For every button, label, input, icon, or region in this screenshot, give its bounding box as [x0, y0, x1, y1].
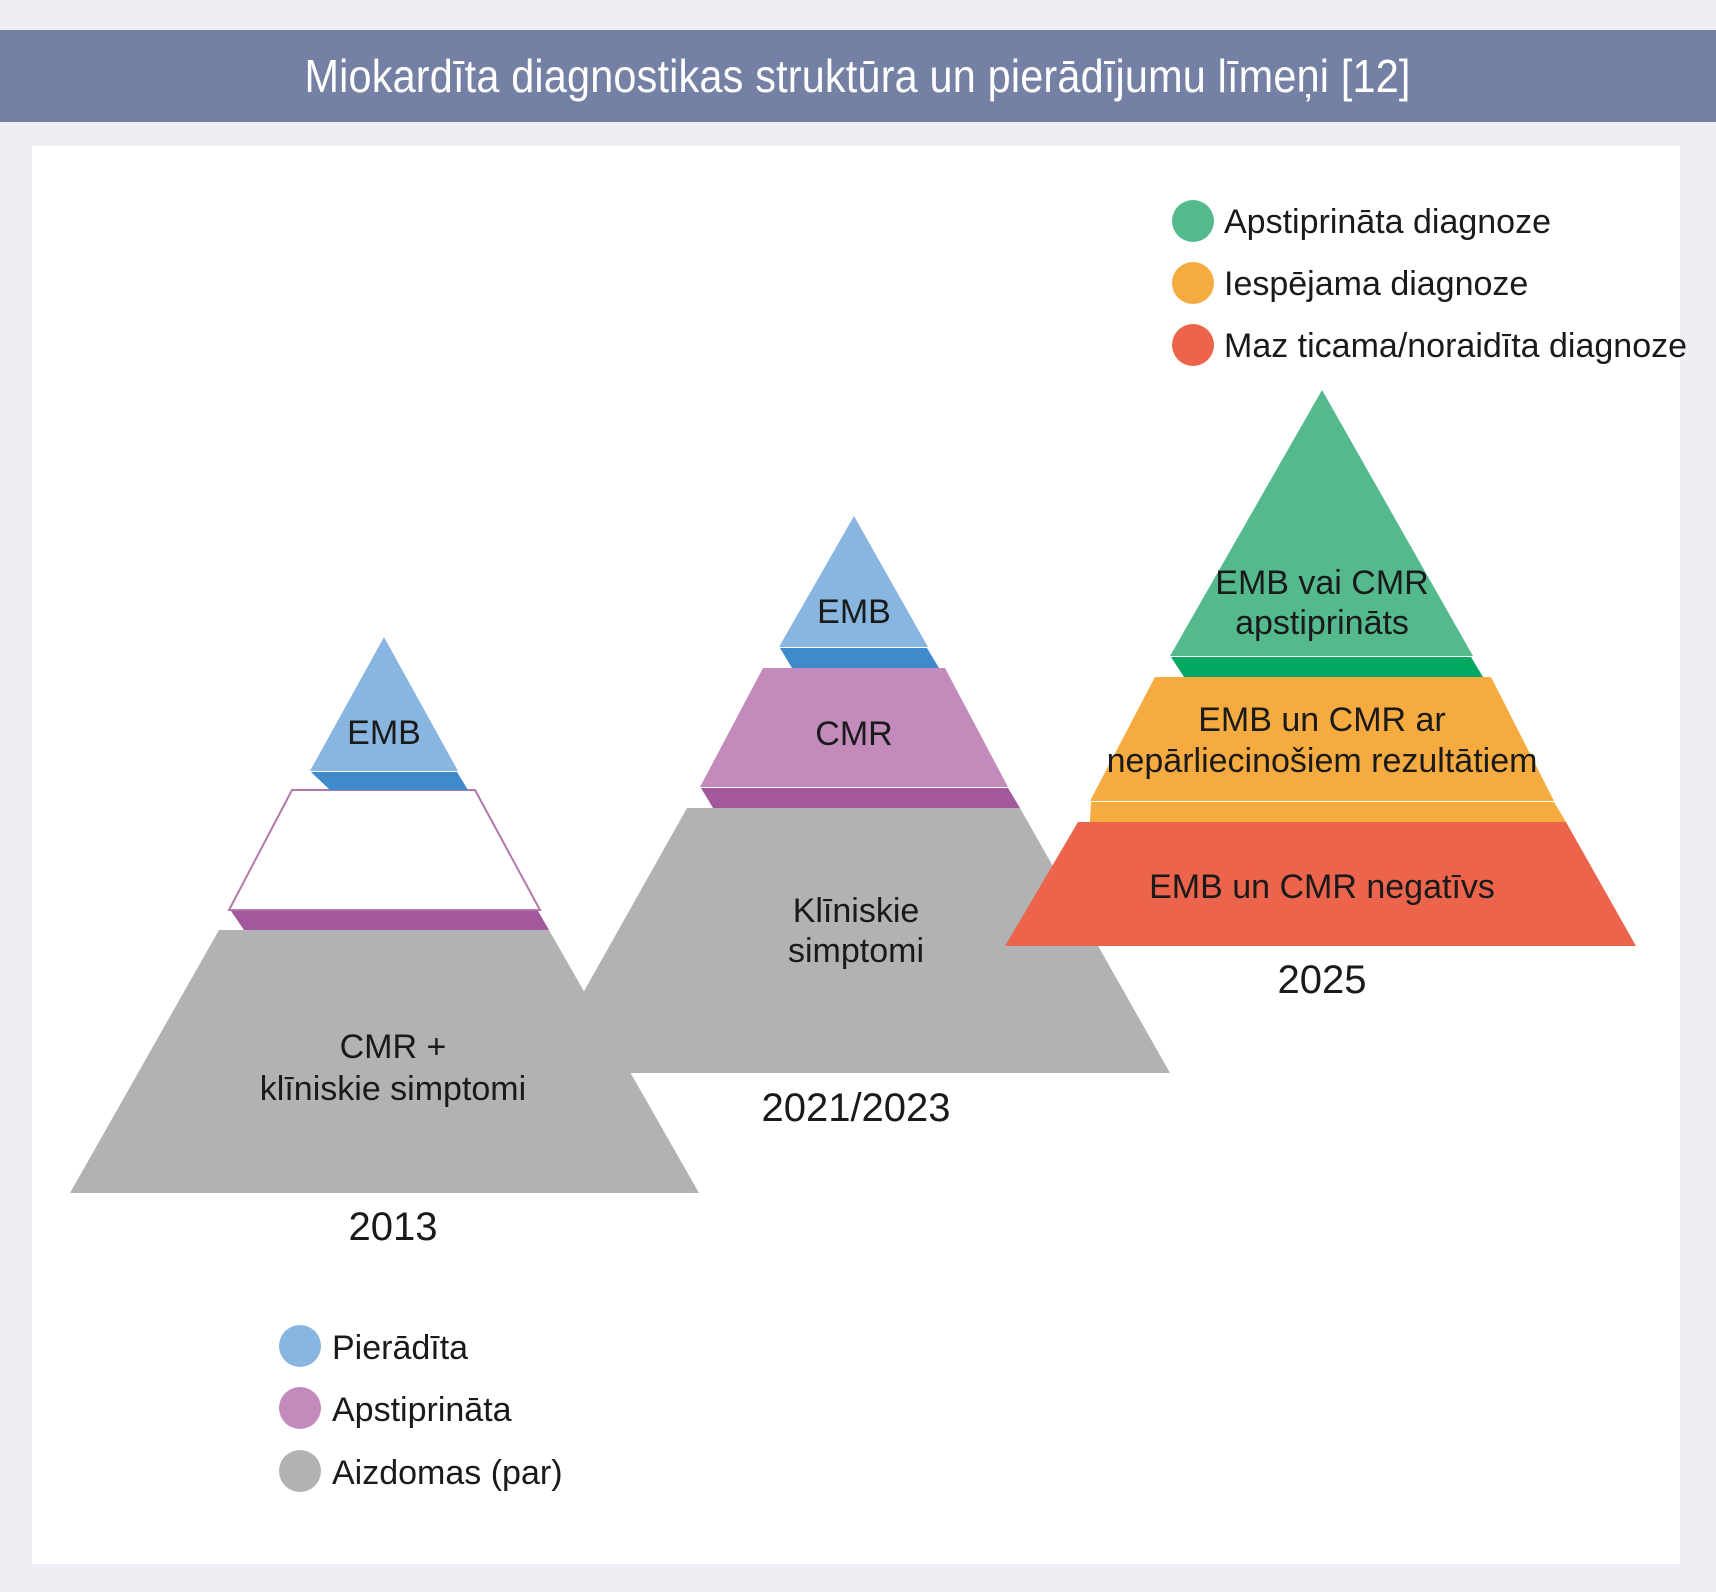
- pyramid-2013-bottom-label-line2: klīniskie simptomi: [260, 1070, 526, 1108]
- legend-swatch-possible-diagnosis: [1172, 262, 1214, 304]
- pyramid-2025-top-label-line1: EMB vai CMR: [1215, 564, 1428, 602]
- legend-item-suspected: Aizdomas (par): [279, 1450, 563, 1492]
- pyramid-2025-middle-label-line1: EMB un CMR ar: [1198, 701, 1446, 739]
- pyramid-2025-middle-label-line2: nepārliecinošiem rezultātiem: [1107, 742, 1538, 780]
- pyramid-2021-top-label: EMB: [817, 593, 891, 631]
- pyramid-2013: EMB CMR + klīniskie simptomi 2013: [70, 637, 699, 1249]
- legend-swatch-confirmed: [279, 1387, 321, 1429]
- pyramid-2025-top-label-line2: apstiprināts: [1235, 604, 1409, 642]
- legend-swatch-proven: [279, 1325, 321, 1367]
- legend-swatch-suspected: [279, 1450, 321, 1492]
- legend-diagnosis: Apstiprināta diagnoze Iespējama diagnoze…: [1172, 200, 1687, 366]
- header-bar: Miokardīta diagnostikas struktūra un pie…: [0, 30, 1716, 122]
- pyramid-2021-middle-label: CMR: [815, 715, 892, 753]
- pyramid-2025-top-tier: [1170, 390, 1473, 656]
- legend-item-confirmed: Apstiprināta: [279, 1387, 512, 1429]
- legend-swatch-unlikely-diagnosis: [1172, 324, 1214, 366]
- legend-item-possible-diagnosis: Iespējama diagnoze: [1172, 262, 1528, 304]
- pyramid-2025-bottom-label: EMB un CMR negatīvs: [1149, 868, 1495, 906]
- legend-label-possible-diagnosis: Iespējama diagnoze: [1224, 265, 1528, 303]
- legend-item-confirmed-diagnosis: Apstiprināta diagnoze: [1172, 200, 1551, 242]
- pyramid-2021-middle-band: [701, 788, 1020, 808]
- legend-label-confirmed: Apstiprināta: [332, 1391, 512, 1429]
- legend-label-suspected: Aizdomas (par): [332, 1454, 563, 1492]
- pyramid-2025: EMB vai CMR apstiprināts EMB un CMR ar n…: [1005, 390, 1636, 1002]
- pyramid-2013-bottom-tier: [70, 930, 699, 1193]
- pyramid-2025-year: 2025: [1278, 958, 1367, 1002]
- pyramid-2013-top-tier: [310, 637, 458, 771]
- legend-swatch-confirmed-diagnosis: [1172, 200, 1214, 242]
- pyramid-2013-middle-tier: [227, 789, 542, 911]
- pyramid-2013-top-band: [311, 772, 468, 790]
- pyramid-2021-bottom-label-line1: Klīniskie: [793, 892, 920, 930]
- legend-evidence: Pierādīta Apstiprināta Aizdomas (par): [279, 1325, 563, 1492]
- pyramid-2025-top-band: [1171, 657, 1483, 677]
- legend-label-confirmed-diagnosis: Apstiprināta diagnoze: [1224, 203, 1551, 241]
- pyramid-2025-middle-band: [1090, 802, 1566, 822]
- pyramid-2025-bottom-tier: [1005, 822, 1636, 946]
- pyramid-2013-top-label: EMB: [347, 714, 421, 752]
- pyramid-2021-top-band: [780, 648, 939, 668]
- legend-label-unlikely-diagnosis: Maz ticama/noraidīta diagnoze: [1224, 327, 1687, 365]
- pyramid-2021-bottom-tier: [538, 808, 1170, 1073]
- pyramid-2013-middle-band: [231, 911, 549, 930]
- pyramid-2021-bottom-label-line2: simptomi: [788, 932, 924, 970]
- pyramid-2025-middle-tier: [1090, 677, 1554, 801]
- pyramid-2013-bottom-label-line1: CMR +: [340, 1028, 447, 1066]
- legend-item-unlikely-diagnosis: Maz ticama/noraidīta diagnoze: [1172, 324, 1687, 366]
- pyramid-2013-year: 2013: [349, 1205, 438, 1249]
- pyramid-2021-year: 2021/2023: [761, 1086, 950, 1130]
- page-title: Miokardīta diagnostikas struktūra un pie…: [304, 50, 1412, 102]
- legend-item-proven: Pierādīta: [279, 1325, 468, 1367]
- legend-label-proven: Pierādīta: [332, 1329, 468, 1367]
- pyramid-2021-top-tier: [779, 516, 928, 647]
- pyramid-2021: EMB CMR Klīniskie simptomi 2021/2023: [538, 516, 1170, 1130]
- pyramid-2021-middle-tier: [700, 668, 1008, 787]
